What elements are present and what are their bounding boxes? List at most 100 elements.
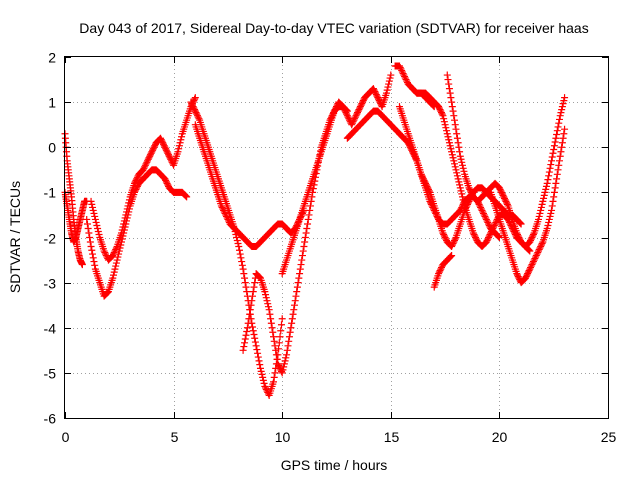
data-point bbox=[254, 353, 262, 361]
data-point bbox=[395, 62, 403, 70]
data-point bbox=[459, 196, 467, 204]
data-points bbox=[61, 62, 569, 399]
data-point bbox=[453, 172, 461, 180]
data-point bbox=[110, 271, 118, 279]
data-point bbox=[125, 199, 133, 207]
data-point bbox=[437, 264, 445, 272]
data-point bbox=[270, 333, 278, 341]
data-point bbox=[255, 357, 263, 365]
data-point bbox=[158, 137, 166, 145]
data-point bbox=[530, 256, 538, 264]
data-point bbox=[166, 154, 174, 162]
data-point bbox=[451, 237, 459, 245]
data-point bbox=[270, 378, 278, 386]
data-point bbox=[551, 138, 559, 146]
data-point bbox=[457, 187, 465, 195]
data-point bbox=[296, 270, 304, 278]
data-point bbox=[274, 360, 282, 368]
data-point bbox=[182, 192, 190, 200]
data-point bbox=[87, 197, 95, 205]
data-point bbox=[281, 357, 289, 365]
data-point bbox=[355, 106, 363, 114]
data-point bbox=[161, 175, 169, 183]
data-point bbox=[514, 271, 521, 279]
data-point bbox=[538, 200, 546, 208]
data-point bbox=[177, 136, 185, 144]
data-point bbox=[448, 243, 456, 251]
data-point bbox=[351, 115, 359, 123]
data-point bbox=[112, 244, 120, 252]
data-point bbox=[349, 118, 357, 126]
data-point bbox=[486, 230, 494, 238]
data-point bbox=[109, 274, 117, 282]
data-point bbox=[545, 168, 553, 176]
data-point bbox=[241, 339, 249, 347]
data-point bbox=[255, 273, 263, 281]
data-point bbox=[121, 214, 129, 222]
data-point bbox=[443, 71, 451, 79]
data-point bbox=[498, 190, 506, 198]
data-point bbox=[110, 250, 118, 258]
data-point bbox=[83, 220, 91, 228]
data-point bbox=[278, 369, 286, 377]
data-point bbox=[141, 161, 149, 169]
data-point bbox=[386, 74, 394, 82]
data-point bbox=[485, 220, 493, 228]
data-point bbox=[533, 250, 541, 258]
data-point bbox=[277, 327, 285, 335]
data-point bbox=[89, 203, 97, 211]
data-point bbox=[424, 185, 432, 193]
data-point bbox=[144, 157, 152, 165]
data-point bbox=[332, 104, 340, 112]
data-point bbox=[524, 270, 532, 278]
data-point bbox=[420, 176, 428, 184]
data-point bbox=[535, 246, 543, 254]
data-point bbox=[251, 334, 259, 342]
data-point bbox=[465, 197, 473, 205]
data-point bbox=[527, 235, 535, 243]
data-point bbox=[457, 155, 465, 163]
data-point bbox=[263, 297, 271, 305]
data-point bbox=[438, 110, 446, 118]
data-point bbox=[557, 148, 565, 156]
data-point bbox=[446, 253, 454, 261]
data-point bbox=[343, 112, 351, 120]
data-point bbox=[146, 151, 154, 159]
data-point bbox=[353, 109, 361, 117]
data-point bbox=[423, 182, 431, 190]
data-point bbox=[220, 208, 228, 216]
data-point bbox=[275, 361, 283, 369]
data-point bbox=[561, 125, 569, 133]
data-point bbox=[305, 211, 313, 219]
data-point bbox=[528, 261, 536, 269]
data-point bbox=[276, 333, 284, 341]
data-point bbox=[400, 71, 408, 79]
data-point bbox=[527, 237, 535, 245]
data-point bbox=[241, 274, 249, 282]
data-point bbox=[110, 249, 118, 257]
data-point bbox=[450, 112, 458, 120]
data-point bbox=[373, 92, 381, 100]
data-point bbox=[270, 373, 278, 381]
y-tick-label: -6 bbox=[44, 411, 57, 427]
data-point bbox=[353, 110, 361, 118]
data-point bbox=[256, 364, 264, 372]
data-point bbox=[526, 265, 534, 273]
data-point bbox=[501, 196, 509, 204]
data-point bbox=[460, 199, 468, 207]
data-point bbox=[450, 238, 458, 246]
data-point bbox=[375, 97, 383, 105]
data-point bbox=[456, 181, 464, 189]
data-point bbox=[553, 130, 561, 138]
data-point bbox=[291, 301, 299, 309]
data-point bbox=[238, 258, 246, 266]
data-point bbox=[242, 331, 250, 339]
data-point bbox=[94, 227, 102, 235]
data-point bbox=[445, 85, 453, 93]
data-point bbox=[477, 205, 485, 213]
data-point bbox=[442, 235, 450, 243]
data-point bbox=[383, 86, 391, 94]
data-point bbox=[555, 119, 563, 127]
data-point bbox=[550, 188, 558, 196]
data-point bbox=[183, 193, 191, 201]
